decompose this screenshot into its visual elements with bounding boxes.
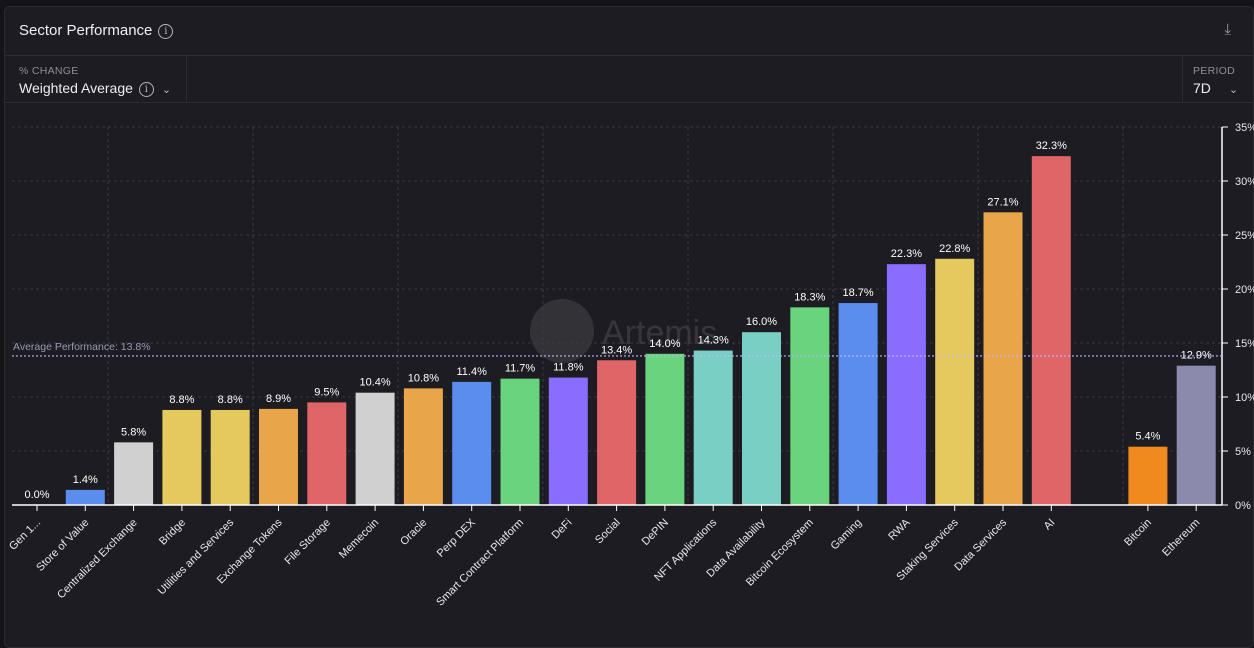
bar — [742, 332, 781, 505]
data-label: 32.3% — [1036, 140, 1067, 152]
data-label: 5.4% — [1135, 431, 1160, 443]
x-tick-label: DePIN — [640, 517, 671, 548]
x-tick-label: Gen 1... — [7, 517, 43, 553]
data-label: 22.3% — [891, 248, 922, 260]
bar — [1031, 156, 1071, 505]
data-label: 10.8% — [408, 372, 439, 384]
bar — [693, 350, 733, 505]
y-tick-label: 25% — [1235, 230, 1254, 242]
info-icon[interactable]: i — [158, 23, 174, 39]
bar — [355, 392, 395, 505]
x-tick-label: Centralized Exchange — [55, 517, 140, 602]
y-tick-label: 35% — [1235, 122, 1254, 134]
y-tick-label: 10% — [1235, 392, 1254, 404]
chevron-down-icon: ⌄ — [1228, 84, 1239, 96]
x-tick-label: Bitcoin — [1122, 517, 1154, 549]
x-tick-label: Social — [593, 517, 623, 547]
bar — [259, 408, 298, 505]
x-tick-label: Memecoin — [337, 517, 381, 561]
y-tick-label: 15% — [1235, 338, 1254, 350]
data-label: 27.1% — [987, 196, 1018, 208]
data-label: 0.0% — [24, 489, 49, 501]
x-tick-label: Ethereum — [1160, 517, 1202, 559]
x-tick-label: Data Services — [952, 516, 1009, 573]
y-tick-label: 0% — [1235, 500, 1251, 512]
y-tick-label: 30% — [1235, 176, 1254, 188]
divider — [186, 56, 187, 102]
data-label: 9.5% — [314, 386, 339, 398]
x-tick-label: Perp DEX — [435, 516, 479, 560]
x-tick-label: File Storage — [282, 517, 332, 567]
bar — [452, 381, 492, 505]
data-label: 18.3% — [794, 291, 825, 303]
chevron-down-icon: ⌄ — [161, 84, 172, 96]
x-tick-label: AI — [1042, 517, 1058, 533]
svg-text:Artemis: Artemis — [602, 314, 717, 352]
data-label: 1.4% — [73, 474, 98, 486]
data-label: 22.8% — [939, 243, 970, 255]
bar — [210, 409, 250, 505]
data-label: 11.8% — [553, 362, 584, 374]
period-selector[interactable]: PERIOD 7D ⌄ — [1193, 56, 1249, 102]
data-label: 5.8% — [121, 426, 146, 438]
bar — [935, 258, 975, 505]
data-label: 14.0% — [649, 338, 680, 350]
change-value: Weighted Average — [19, 80, 133, 96]
x-tick-label: Oracle — [398, 517, 429, 548]
bar — [162, 409, 202, 505]
x-tick-label: Gaming — [828, 517, 864, 553]
bar — [597, 360, 637, 505]
bar — [548, 377, 588, 505]
artemis-watermark: Artemis — [530, 299, 717, 363]
data-label: 8.8% — [218, 394, 243, 406]
bar — [1128, 446, 1168, 505]
bar-chart: Artemis 0.0% 1.4% 5.8% 8.8% 8.8% 8.9% 9.5% 10.4… — [7, 122, 1254, 609]
card-header: Sector Performance i ⤓ — [5, 7, 1253, 56]
y-tick-label: 20% — [1235, 284, 1254, 296]
x-tick-label: DeFi — [550, 517, 575, 542]
bar — [114, 442, 154, 505]
bar — [983, 212, 1023, 505]
period-value: 7D — [1193, 80, 1211, 96]
controls-bar: % CHANGE Weighted Average i ⌄ PERIOD 7D ⌄ — [5, 56, 1253, 103]
data-label: 16.0% — [746, 316, 777, 328]
bar — [838, 303, 878, 505]
data-label: 14.3% — [698, 335, 729, 347]
change-selector[interactable]: % CHANGE Weighted Average i ⌄ — [19, 56, 171, 102]
info-icon[interactable]: i — [138, 81, 154, 97]
x-tick-label: Smart Contract Platform — [434, 517, 526, 609]
bar — [307, 402, 347, 505]
data-label: 13.4% — [601, 344, 632, 356]
x-tick-label: RWA — [886, 516, 913, 543]
change-label: % CHANGE — [19, 65, 79, 77]
data-label: 10.4% — [359, 377, 390, 389]
bar — [645, 353, 685, 505]
download-icon[interactable]: ⤓ — [1224, 21, 1231, 38]
bar — [886, 264, 926, 505]
data-label: 8.8% — [169, 394, 194, 406]
y-tick-label: 5% — [1235, 446, 1251, 458]
average-label: Average Performance: 13.8% — [13, 341, 151, 353]
data-label: 11.4% — [457, 366, 488, 378]
bar — [1176, 365, 1216, 505]
title-text: Sector Performance — [19, 22, 153, 39]
data-label: 8.9% — [266, 393, 291, 405]
bar — [65, 489, 105, 505]
bar — [500, 378, 540, 505]
bar — [403, 388, 443, 505]
divider — [1182, 56, 1183, 102]
x-tick-label: Bridge — [157, 517, 188, 548]
card-title: Sector Performance i — [19, 22, 174, 39]
data-label: 11.7% — [505, 363, 536, 375]
data-label: 18.7% — [842, 287, 873, 299]
period-label: PERIOD — [1193, 65, 1236, 77]
bar — [790, 307, 830, 505]
